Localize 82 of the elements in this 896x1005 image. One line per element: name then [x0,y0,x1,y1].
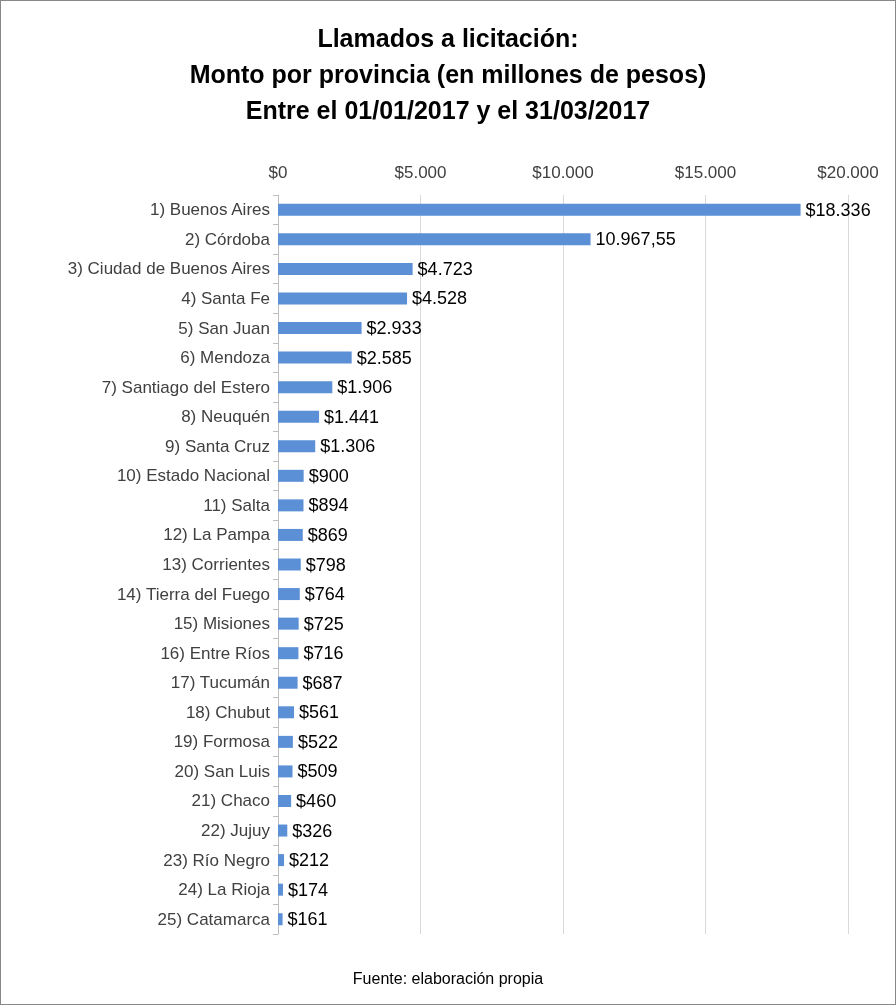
data-label: $522 [297,731,338,752]
data-label: $4.528 [412,288,468,309]
y-tick-label: 8) Neuquén [181,407,270,427]
data-label: $1.906 [337,377,393,398]
y-tick-label: 16) Entre Ríos [160,643,270,663]
data-label: $869 [307,524,348,545]
bar [278,647,299,660]
y-tick-label: 5) San Juan [178,318,270,338]
bar [278,381,333,394]
y-tick-label: 13) Corrientes [162,555,270,574]
data-label: $212 [289,850,330,871]
x-tick-label: $15.000 [674,163,737,182]
data-label: $4.723 [417,258,473,279]
y-tick-label: 22) Jujuy [201,821,271,841]
data-label: $174 [287,879,329,900]
bar [278,440,316,453]
chart-title: Llamados a licitación: Monto por provincia (en millones de pesos) Entre el 01/01/2017 y el 31/03/2017 [189,24,707,124]
y-tick-label: 20) San Luis [174,761,270,781]
bar [278,469,304,482]
data-label: $460 [296,790,337,811]
y-tick-label: 19) Formosa [173,732,271,752]
bar [278,262,413,275]
y-tick-label: 7) Santiago del Estero [101,377,270,397]
data-label: $2.933 [366,318,422,339]
data-label: $894 [308,495,349,516]
y-tick-label: 18) Chubut [185,702,271,722]
bar [278,410,320,423]
bar [278,499,304,512]
bar [278,292,408,305]
data-label: 10.967,55 [595,229,676,250]
bar [278,706,294,719]
bar [278,883,283,896]
y-tick-label: 25) Catamarca [157,909,271,929]
y-tick-label: 12) La Pampa [163,525,271,545]
y-tick-label: 11) Salta [203,495,271,515]
data-label: $798 [305,554,346,575]
y-tick-label: 9) Santa Cruz [165,436,270,456]
data-label: $716 [303,643,344,664]
data-label: $2.585 [356,347,412,368]
data-label: $561 [298,702,340,723]
data-label: $1.306 [320,436,376,457]
y-tick-label: 24) La Rioja [178,880,271,900]
bar [278,913,283,926]
bar [278,854,285,867]
bar [278,351,352,364]
y-tick-label: 4) Santa Fe [181,288,270,308]
bar [278,203,801,216]
y-tick-label: 21) Chaco [191,791,270,811]
bar [278,765,293,778]
bar [278,558,301,571]
source-note: Fuente: elaboración propia [352,969,544,987]
bar [278,794,292,807]
data-label: $161 [287,909,328,930]
y-tick-label: 3) Ciudad de Buenos Aires [67,259,270,279]
y-tick-label: 15) Misiones [173,614,270,634]
data-label: $18.336 [805,199,871,220]
bar [278,233,591,246]
y-tick-label: 14) Tierra del Fuego [116,584,270,604]
y-tick-label: 10) Estado Nacional [116,466,270,486]
bar [278,676,298,689]
bar [278,735,293,748]
bar [278,617,299,630]
y-tick-label: 17) Tucumán [170,673,270,693]
bar [278,588,300,601]
data-label: $687 [302,672,343,693]
y-tick-label: 2) Córdoba [184,229,271,249]
data-label: $326 [292,820,333,841]
x-tick-label: $5.000 [394,163,447,182]
data-label: $509 [297,761,338,782]
x-tick-label: $0 [268,163,288,182]
data-label: $1.441 [324,406,380,427]
data-label: $900 [308,465,349,486]
data-label: $764 [304,584,345,605]
bar [278,824,288,837]
data-label: $725 [303,613,344,634]
bar [278,528,303,541]
bar [278,322,362,335]
x-tick-label: $10.000 [532,163,594,182]
y-tick-label: 6) Mendoza [180,348,271,368]
y-tick-label: 1) Buenos Aires [149,200,270,220]
y-tick-label: 23) Río Negro [163,850,270,870]
x-tick-label: $20.000 [817,163,879,182]
